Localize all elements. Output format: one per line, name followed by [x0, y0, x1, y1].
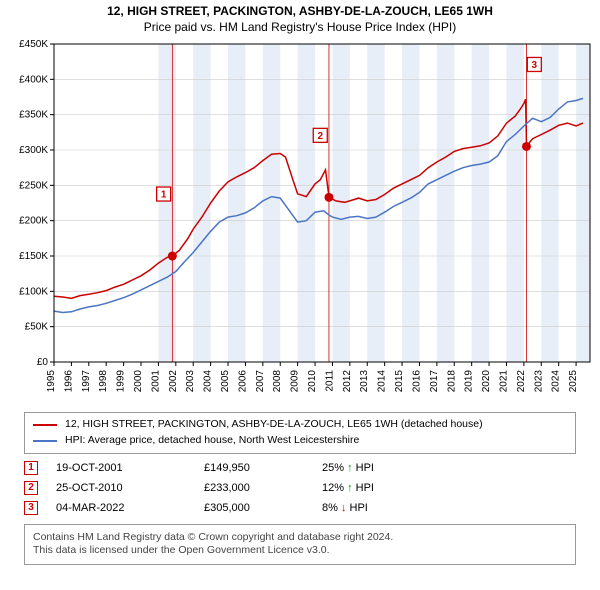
svg-text:1997: 1997 — [81, 370, 92, 393]
legend-row: HPI: Average price, detached house, Nort… — [33, 433, 567, 449]
legend-label: 12, HIGH STREET, PACKINGTON, ASHBY-DE-LA… — [65, 417, 483, 433]
annotation-price: £233,000 — [204, 482, 304, 494]
annotation-date: 25-OCT-2010 — [56, 482, 186, 494]
svg-text:3: 3 — [532, 60, 538, 71]
chart-area: £0 £50K £100K £150K £200K £250K £300K £350K £400… — [0, 36, 600, 406]
svg-text:2024: 2024 — [551, 370, 562, 393]
svg-text:2009: 2009 — [290, 370, 301, 393]
svg-text:2004: 2004 — [203, 370, 214, 393]
title-address: 12, HIGH STREET, PACKINGTON, ASHBY-DE-LA… — [0, 4, 600, 18]
title-subtitle: Price paid vs. HM Land Registry's House … — [0, 20, 600, 34]
line-chart: £0 £50K £100K £150K £200K £250K £300K £350K £400… — [0, 36, 600, 406]
svg-text:2005: 2005 — [220, 370, 231, 393]
annotation-row: 1 19-OCT-2001 £149,950 25% ↑ HPI — [24, 458, 576, 478]
legend-row: 12, HIGH STREET, PACKINGTON, ASHBY-DE-LA… — [33, 417, 567, 433]
svg-text:2008: 2008 — [272, 370, 283, 393]
svg-text:2016: 2016 — [411, 370, 422, 393]
svg-text:£450K: £450K — [19, 39, 48, 50]
annotation-marker: 2 — [24, 481, 38, 495]
annotation-marker: 3 — [24, 501, 38, 515]
svg-text:2023: 2023 — [533, 370, 544, 393]
legend-swatch — [33, 424, 57, 426]
svg-text:2014: 2014 — [377, 370, 388, 393]
annotation-price: £305,000 — [204, 502, 304, 514]
legend-label: HPI: Average price, detached house, Nort… — [65, 433, 359, 449]
svg-text:2012: 2012 — [342, 370, 353, 393]
svg-text:2003: 2003 — [185, 370, 196, 393]
svg-text:£50K: £50K — [25, 322, 49, 333]
svg-text:£150K: £150K — [19, 251, 48, 262]
annotation-date: 04-MAR-2022 — [56, 502, 186, 514]
svg-text:£100K: £100K — [19, 286, 48, 297]
svg-text:1995: 1995 — [46, 370, 57, 393]
svg-text:£300K: £300K — [19, 145, 48, 156]
annotation-date: 19-OCT-2001 — [56, 462, 186, 474]
svg-text:£400K: £400K — [19, 74, 48, 85]
svg-text:2011: 2011 — [324, 370, 335, 392]
sale-annotations-table: 1 19-OCT-2001 £149,950 25% ↑ HPI 2 25-OCT-201… — [24, 458, 576, 518]
svg-text:2022: 2022 — [516, 370, 527, 393]
svg-text:2: 2 — [317, 131, 323, 142]
annotation-marker: 1 — [24, 461, 38, 475]
svg-text:2025: 2025 — [568, 370, 579, 393]
svg-text:£0: £0 — [37, 357, 49, 368]
svg-text:£250K: £250K — [19, 180, 48, 191]
svg-text:2002: 2002 — [168, 370, 179, 393]
svg-text:2018: 2018 — [446, 370, 457, 393]
svg-text:2021: 2021 — [498, 370, 509, 393]
annotation-pct: 8% ↓ HPI — [322, 502, 442, 514]
svg-text:1996: 1996 — [63, 370, 74, 393]
annotation-price: £149,950 — [204, 462, 304, 474]
legend: 12, HIGH STREET, PACKINGTON, ASHBY-DE-LA… — [24, 412, 576, 454]
footer-line1: Contains HM Land Registry data © Crown c… — [33, 531, 567, 545]
svg-text:1998: 1998 — [98, 370, 109, 393]
legend-swatch — [33, 440, 57, 442]
chart-title-block: 12, HIGH STREET, PACKINGTON, ASHBY-DE-LA… — [0, 0, 600, 36]
annotation-pct: 25% ↑ HPI — [322, 462, 442, 474]
svg-text:2000: 2000 — [133, 370, 144, 393]
svg-text:2019: 2019 — [464, 370, 475, 393]
footer-line2: This data is licensed under the Open Gov… — [33, 544, 567, 558]
annotation-row: 2 25-OCT-2010 £233,000 12% ↑ HPI — [24, 478, 576, 498]
svg-text:2013: 2013 — [359, 370, 370, 393]
svg-text:£350K: £350K — [19, 110, 48, 121]
svg-text:1999: 1999 — [116, 370, 127, 393]
svg-text:2006: 2006 — [237, 370, 248, 393]
svg-text:2001: 2001 — [150, 370, 161, 393]
footer-licence: Contains HM Land Registry data © Crown c… — [24, 524, 576, 565]
svg-text:1: 1 — [161, 190, 167, 201]
svg-text:2015: 2015 — [394, 370, 405, 393]
svg-text:2010: 2010 — [307, 370, 318, 393]
annotation-row: 3 04-MAR-2022 £305,000 8% ↓ HPI — [24, 498, 576, 518]
svg-text:2007: 2007 — [255, 370, 266, 393]
svg-text:2017: 2017 — [429, 370, 440, 393]
svg-text:£200K: £200K — [19, 216, 48, 227]
annotation-pct: 12% ↑ HPI — [322, 482, 442, 494]
svg-text:2020: 2020 — [481, 370, 492, 393]
